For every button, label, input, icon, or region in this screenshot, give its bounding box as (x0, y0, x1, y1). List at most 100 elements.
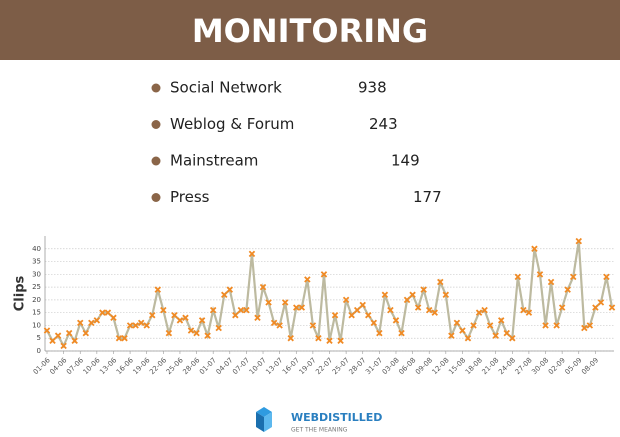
marker (71, 337, 78, 345)
marker (93, 317, 101, 324)
marker (392, 317, 400, 324)
marker (525, 309, 533, 316)
y-tick-label: 25 (32, 283, 41, 291)
marker (492, 332, 499, 339)
x-tick-label: 31-07 (364, 356, 384, 376)
logo (256, 407, 272, 432)
item-value: 938 (358, 79, 387, 97)
marker (442, 291, 450, 299)
x-tick-label: 18-08 (464, 356, 484, 376)
bullet (151, 193, 161, 202)
marker (160, 306, 167, 314)
item-value: 243 (369, 115, 398, 133)
marker (43, 327, 51, 334)
marker (348, 311, 355, 319)
marker (558, 304, 566, 311)
tagline: GET THE MEANING (291, 427, 348, 434)
y-tick-label: 40 (32, 245, 41, 253)
x-tick-label: 08-09 (580, 356, 600, 376)
marker (198, 317, 206, 324)
x-tick-label: 22-06 (148, 356, 168, 376)
marker (359, 301, 366, 309)
x-tick-label: 04-07 (215, 356, 235, 376)
marker (221, 291, 228, 299)
item-label: Social Network (170, 79, 282, 97)
x-tick-label: 01-06 (32, 356, 52, 376)
bullet (151, 83, 161, 93)
marker (425, 306, 433, 314)
marker (603, 273, 610, 281)
marker (497, 317, 505, 324)
x-tick-label: 21-08 (480, 356, 500, 376)
marker (564, 286, 571, 293)
item-label: Weblog & Forum (170, 115, 294, 133)
x-tick-label: 06-08 (397, 356, 417, 376)
y-tick-label: 5 (37, 334, 41, 342)
marker (209, 306, 217, 314)
bullet (151, 120, 161, 129)
y-tick-label: 15 (32, 309, 41, 317)
marker (431, 309, 438, 316)
item-label: Mainstream (170, 152, 258, 170)
marker (420, 286, 427, 293)
x-tick-label: 02-09 (547, 356, 567, 376)
marker (309, 322, 317, 329)
marker (569, 273, 577, 281)
marker (586, 322, 594, 329)
x-tick-label: 09-08 (414, 356, 434, 376)
marker (536, 271, 544, 278)
x-tick-label: 19-07 (298, 356, 318, 376)
marker (481, 306, 488, 314)
marker (232, 311, 239, 319)
x-tick-label: 28-06 (181, 356, 201, 376)
marker (370, 319, 378, 327)
marker (337, 337, 344, 345)
y-tick-label: 0 (37, 347, 41, 355)
marker (193, 329, 200, 337)
marker (88, 319, 95, 327)
brand: WEBDISTILLED (291, 411, 382, 424)
x-tick-label: 27-08 (514, 356, 534, 376)
marker (182, 314, 189, 322)
marker (531, 245, 538, 253)
marker (65, 329, 73, 337)
y-tick-label: 35 (32, 258, 41, 266)
title: MONITORING (192, 12, 428, 50)
marker (165, 329, 173, 337)
marker (126, 322, 134, 329)
item-value: 149 (391, 152, 420, 170)
marker (403, 296, 411, 304)
marker (315, 334, 322, 342)
marker (542, 322, 549, 329)
marker (237, 306, 245, 314)
marker (243, 306, 250, 314)
marker (187, 327, 195, 334)
marker (475, 309, 483, 316)
marker (115, 334, 123, 342)
marker (304, 276, 311, 283)
y-tick-label: 20 (32, 296, 41, 304)
marker (448, 332, 455, 339)
marker (254, 314, 261, 322)
x-tick-label: 07-07 (231, 356, 251, 376)
series-line (46, 240, 614, 349)
marker (387, 306, 394, 314)
marker (326, 337, 333, 345)
marker (137, 319, 145, 327)
x-tick-label: 16-07 (281, 356, 301, 376)
header-band (0, 0, 620, 60)
marker (486, 322, 494, 329)
marker (320, 271, 328, 278)
marker (287, 334, 294, 342)
x-tick-label: 10-06 (82, 356, 102, 376)
marker (581, 324, 588, 332)
marker (76, 319, 84, 327)
x-tick-label: 30-08 (530, 356, 550, 376)
marker (575, 237, 583, 245)
marker (376, 329, 383, 337)
marker (353, 306, 361, 314)
marker (298, 304, 306, 311)
x-tick-label: 07-06 (65, 356, 85, 376)
marker (414, 304, 422, 311)
x-tick-label: 05-09 (564, 356, 584, 376)
